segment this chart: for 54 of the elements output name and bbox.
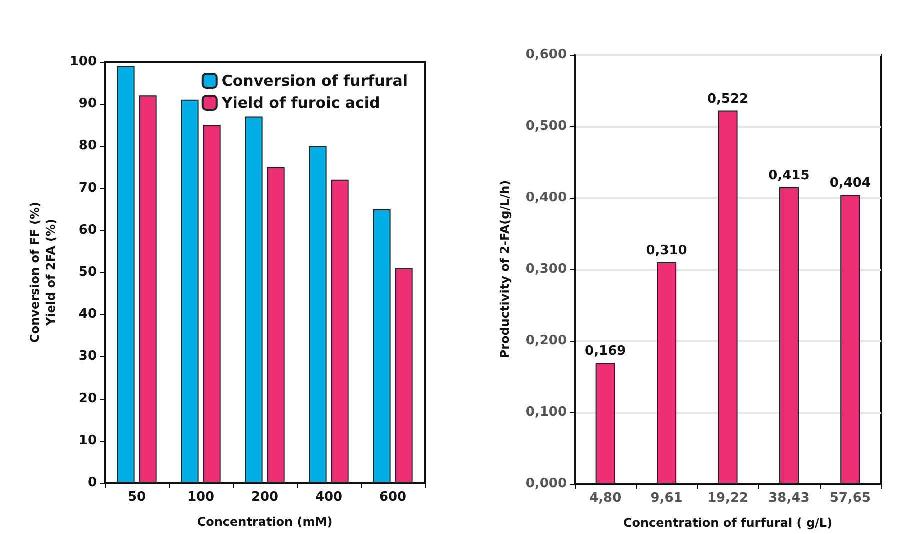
bar — [373, 209, 391, 483]
x-tick-label: 100 — [187, 490, 215, 505]
x-axis-title: Concentration (mM) — [197, 515, 333, 529]
bar — [596, 363, 616, 484]
legend-label: Conversion of furfural — [222, 72, 408, 90]
y-tick-label: 80 — [78, 138, 97, 154]
bar — [331, 180, 349, 483]
bar — [779, 187, 799, 484]
y-tick-label: 20 — [78, 391, 97, 406]
x-tick-label: 57,65 — [830, 491, 871, 506]
y-tick-label: 0,600 — [526, 48, 567, 62]
x-tick-label: 19,22 — [707, 491, 749, 506]
x-tick-label: 200 — [251, 490, 279, 505]
y-tick-label: 40 — [78, 307, 97, 322]
y-tick-label: 70 — [78, 180, 97, 196]
data-label: 0,310 — [646, 243, 688, 258]
y-tick-label: 30 — [78, 349, 97, 364]
data-label: 0,404 — [830, 176, 871, 192]
legend-label: Yield of furoic acid — [220, 94, 380, 112]
y-tick-label: 0,300 — [526, 262, 567, 277]
bar — [245, 116, 263, 483]
bar — [203, 125, 221, 483]
bar — [117, 66, 135, 483]
y-tick-label: 0 — [88, 476, 97, 490]
y-tick-label: 100 — [70, 54, 97, 70]
bar — [718, 110, 738, 484]
y-tick-label: 90 — [78, 96, 97, 112]
y-tick-label: 0,400 — [526, 190, 567, 206]
bar — [840, 195, 860, 484]
y-tick-label: 0,500 — [526, 119, 567, 134]
y-tick-label: 10 — [78, 433, 97, 448]
bar — [267, 167, 285, 483]
bar — [139, 96, 157, 483]
x-tick-label: 400 — [315, 490, 343, 505]
y-tick-label: 50 — [78, 265, 97, 280]
data-label: 0,522 — [707, 92, 749, 107]
bar — [309, 146, 327, 483]
y-tick-label: 0,200 — [526, 334, 567, 348]
bar — [657, 262, 677, 484]
y-tick-label: 0,100 — [526, 405, 567, 420]
data-label: 0,415 — [768, 168, 810, 184]
x-tick-label: 9,61 — [650, 491, 683, 506]
x-tick-label: 38,43 — [768, 491, 810, 506]
bar — [395, 268, 413, 483]
x-tick-label: 50 — [128, 490, 146, 505]
y-tick-label: 60 — [78, 222, 97, 238]
bar — [181, 100, 199, 483]
x-axis-title: Concentration of furfural ( g/L) — [623, 516, 833, 530]
data-label: 0,169 — [585, 344, 626, 360]
x-tick-label: 4,80 — [590, 491, 622, 506]
y-axis-title: Conversion of FF (%) Yield of 2FA (%) — [28, 202, 58, 343]
x-tick-label: 600 — [379, 490, 407, 505]
y-axis-title: Productivity of 2-FA(g/L/h) — [498, 180, 512, 359]
y-tick-label: 0,000 — [526, 476, 567, 492]
